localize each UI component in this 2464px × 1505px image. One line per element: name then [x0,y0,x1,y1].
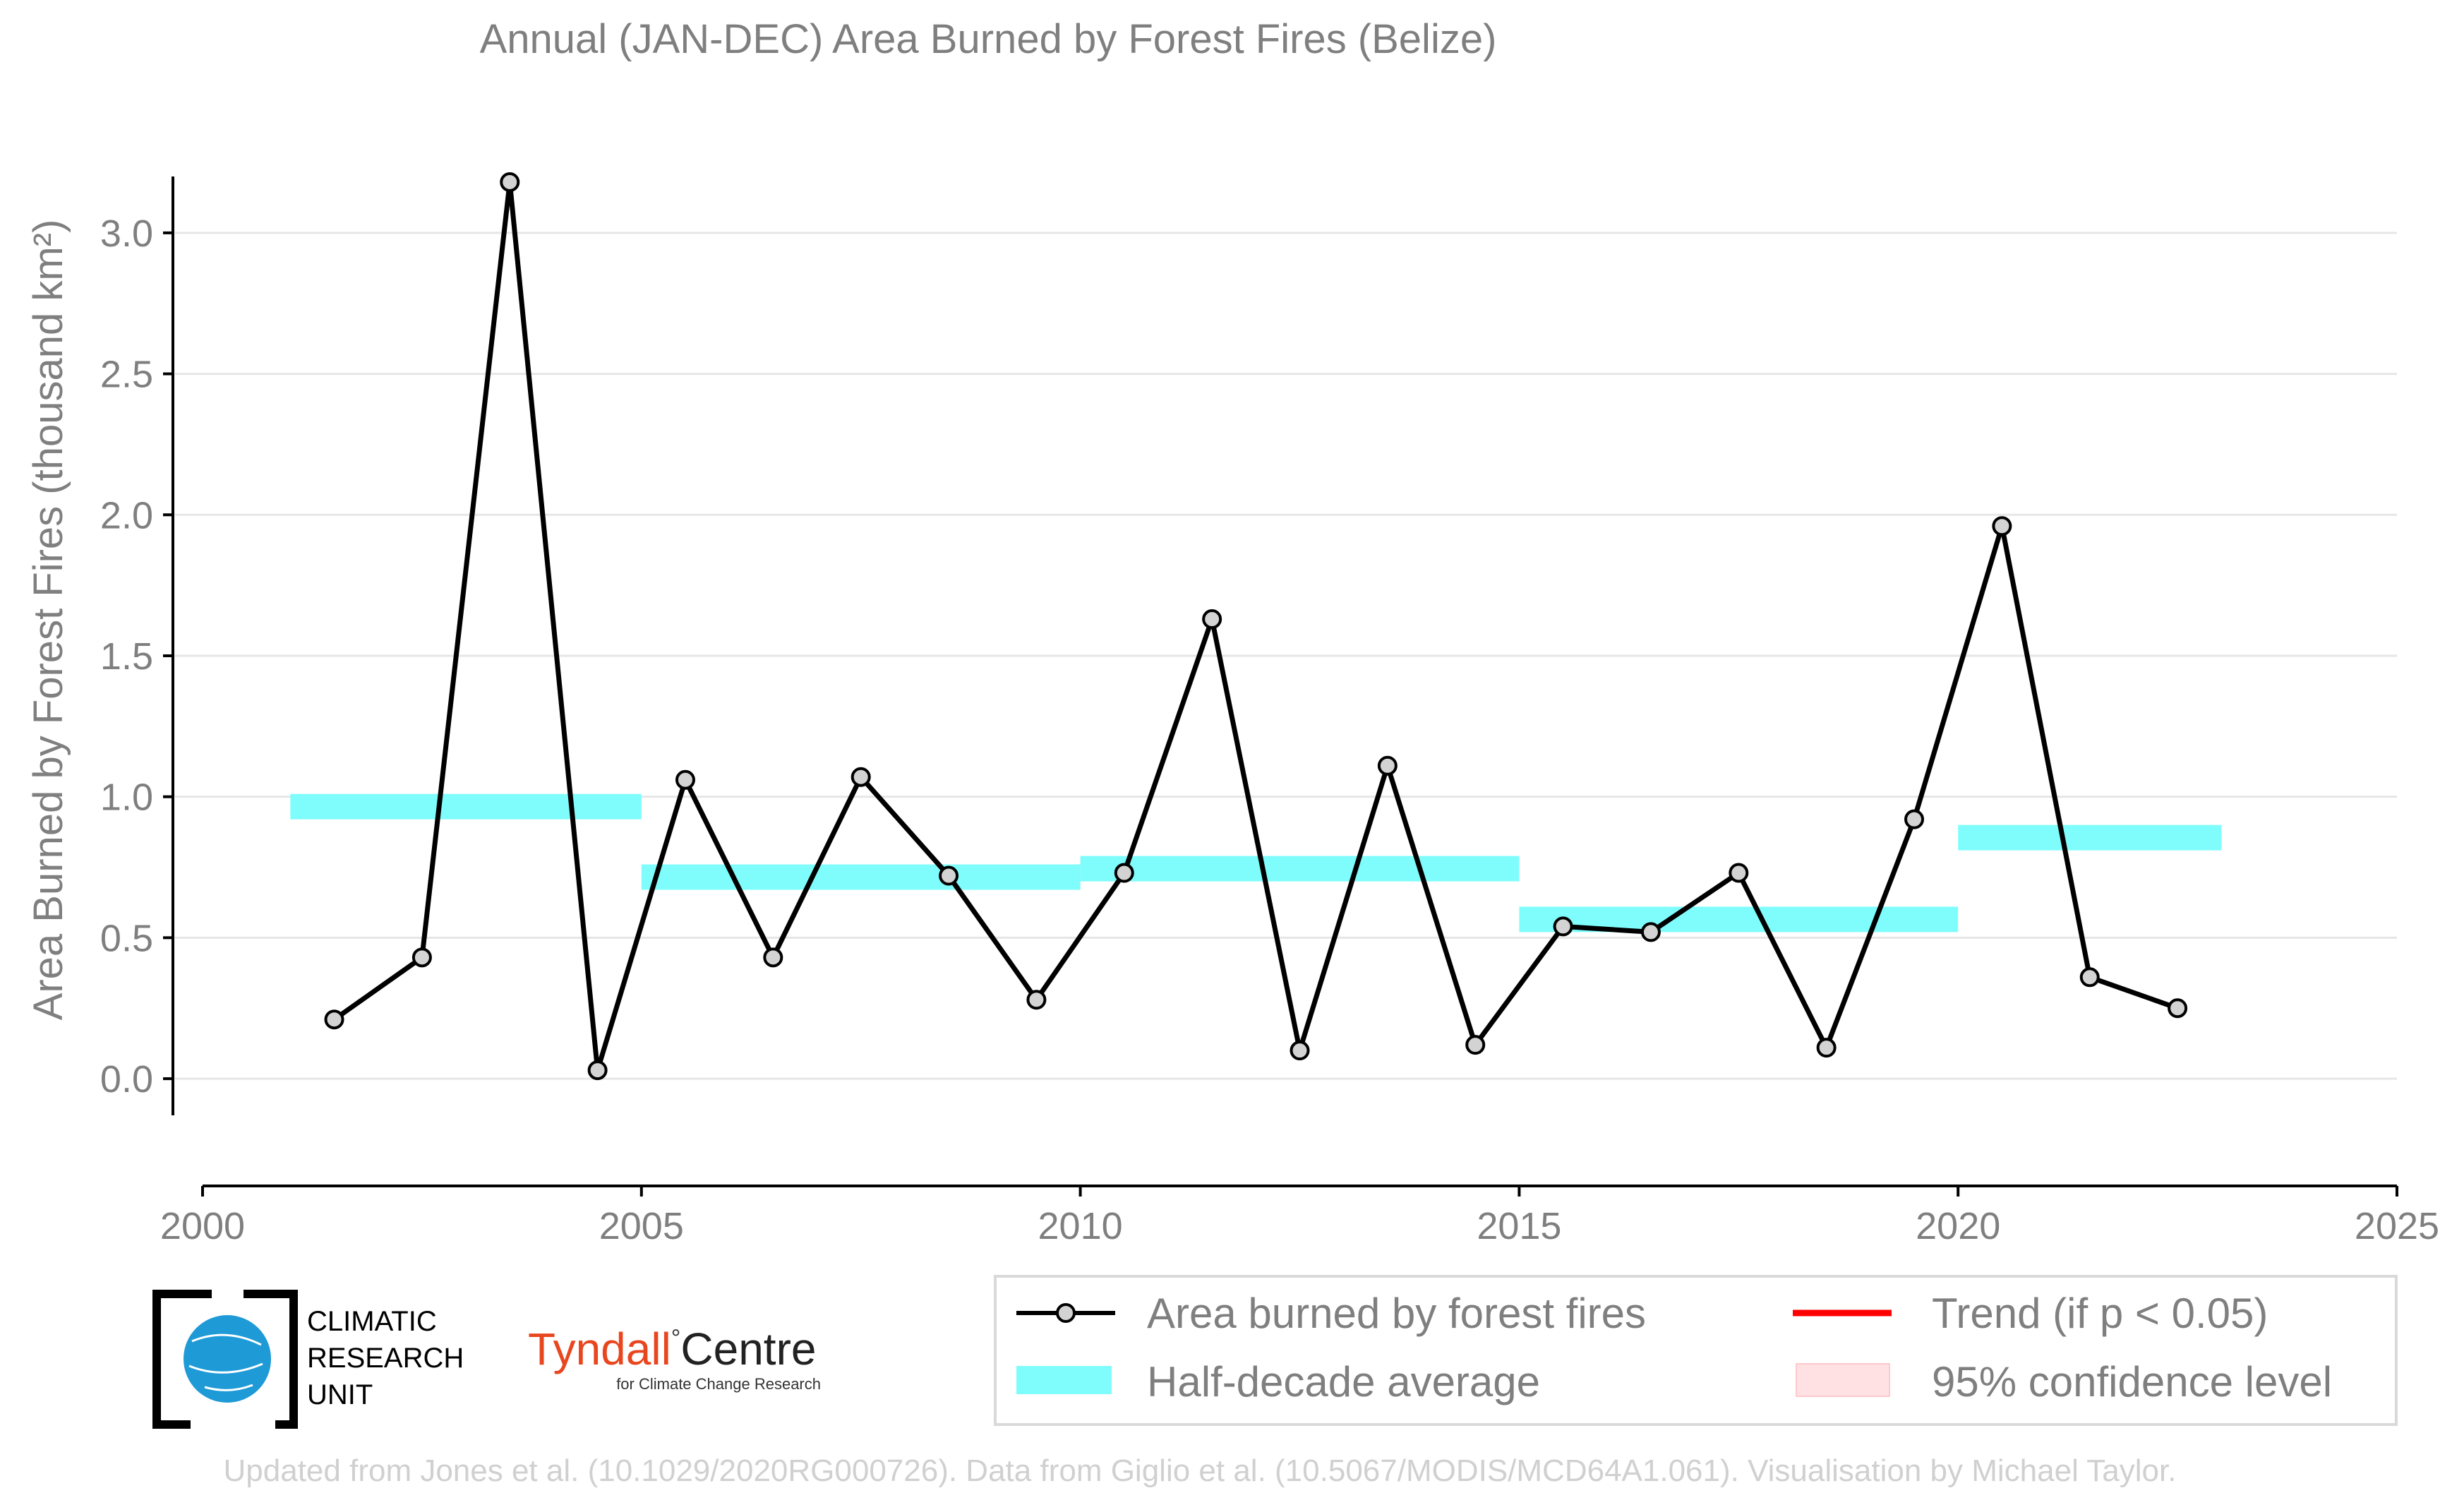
cru-frame-left-icon [152,1290,212,1429]
globe-swirl-icon [188,1333,263,1391]
cru-text-line-2: RESEARCH [307,1343,464,1374]
y-tick-label: 3.0 [100,212,153,255]
legend-label-area-burned: Area burned by forest fires [1147,1290,1646,1337]
series-line [332,179,2179,1073]
x-tick-label: 2000 [160,1205,245,1247]
data-point [411,947,432,968]
legend-label-confidence: 95% confidence level [1932,1358,2332,1405]
legend-item-trend: Trend (if p < 0.05) [1793,1290,2268,1337]
half-decade-average-band [1958,825,2222,851]
grid-lines [175,232,2397,1080]
x-tick-label: 2005 [599,1205,684,1247]
data-point [324,1009,344,1030]
x-tick-label: 2025 [2355,1205,2439,1247]
data-point [1290,1041,1310,1061]
series-area-burned [324,172,2188,1081]
cru-text-line-3: UNIT [307,1379,373,1410]
x-axis: 2000 2005 2010 2015 2020 2025 [160,1185,2439,1247]
data-point [1729,863,1749,883]
legend-item-area-burned: Area burned by forest fires [1016,1290,1646,1337]
x-tick-label: 2015 [1477,1205,1561,1247]
y-tick-label: 1.5 [100,635,153,678]
legend-label-half-decade: Half-decade average [1147,1358,1540,1405]
legend-marker-icon [1056,1303,1076,1323]
half-decade-average-band [290,793,642,820]
y-tick-label: 2.5 [100,354,153,396]
data-point [587,1060,608,1081]
data-point [1640,922,1661,942]
data-point [675,769,695,790]
data-point [763,947,783,968]
half-decade-average-band [1080,856,1520,882]
cru-text-line-1: CLIMATIC [307,1306,437,1337]
cru-frame-right-icon [244,1290,298,1429]
y-tick-label: 2.0 [100,494,153,536]
x-tick-label: 2020 [1916,1205,2000,1247]
y-tick-label: 0.0 [100,1058,153,1101]
data-point [1553,916,1573,937]
data-point [1026,990,1047,1010]
data-point [1202,609,1222,630]
tyndall-subtitle: for Climate Change Research [616,1375,821,1393]
y-axis-label: Area Burned by Forest Fires (thousand km… [25,220,71,1021]
y-tick-label: 0.5 [100,917,153,959]
data-point [1377,755,1398,776]
x-tick-label: 2010 [1038,1205,1123,1247]
half-decade-bands [290,793,2222,933]
tyndall-title: Tyndall°Centre [528,1324,816,1374]
cru-logo: CLIMATIC RESEARCH UNIT [152,1290,464,1429]
data-point [1465,1035,1486,1055]
data-point [1904,809,1925,829]
credit-text: Updated from Jones et al. (10.1029/2020R… [224,1453,2177,1488]
data-point [1816,1038,1837,1058]
y-tick-label: 1.0 [100,777,153,819]
data-point [939,865,959,886]
data-point [2168,998,2188,1019]
legend-confidence-icon [1796,1363,1890,1397]
legend-item-half-decade: Half-decade average [1016,1358,1540,1405]
y-axis: 0.0 0.5 1.0 1.5 2.0 2.5 3.0 [100,176,174,1115]
tyndall-logo: Tyndall°Centre for Climate Change Resear… [528,1324,821,1393]
data-point [851,767,871,787]
chart-title: Annual (JAN-DEC) Area Burned by Forest F… [480,16,1497,62]
legend-band-icon [1016,1366,1112,1394]
legend-label-trend: Trend (if p < 0.05) [1932,1290,2268,1337]
legend: Area burned by forest fires Trend (if p … [994,1275,2398,1426]
data-point [500,172,520,192]
data-point [2079,967,2100,988]
legend-item-confidence: 95% confidence level [1796,1358,2332,1405]
half-decade-average-band [641,864,1081,890]
data-point [1114,863,1134,883]
data-point [1992,516,2012,536]
legend-frame [994,1275,2398,1426]
